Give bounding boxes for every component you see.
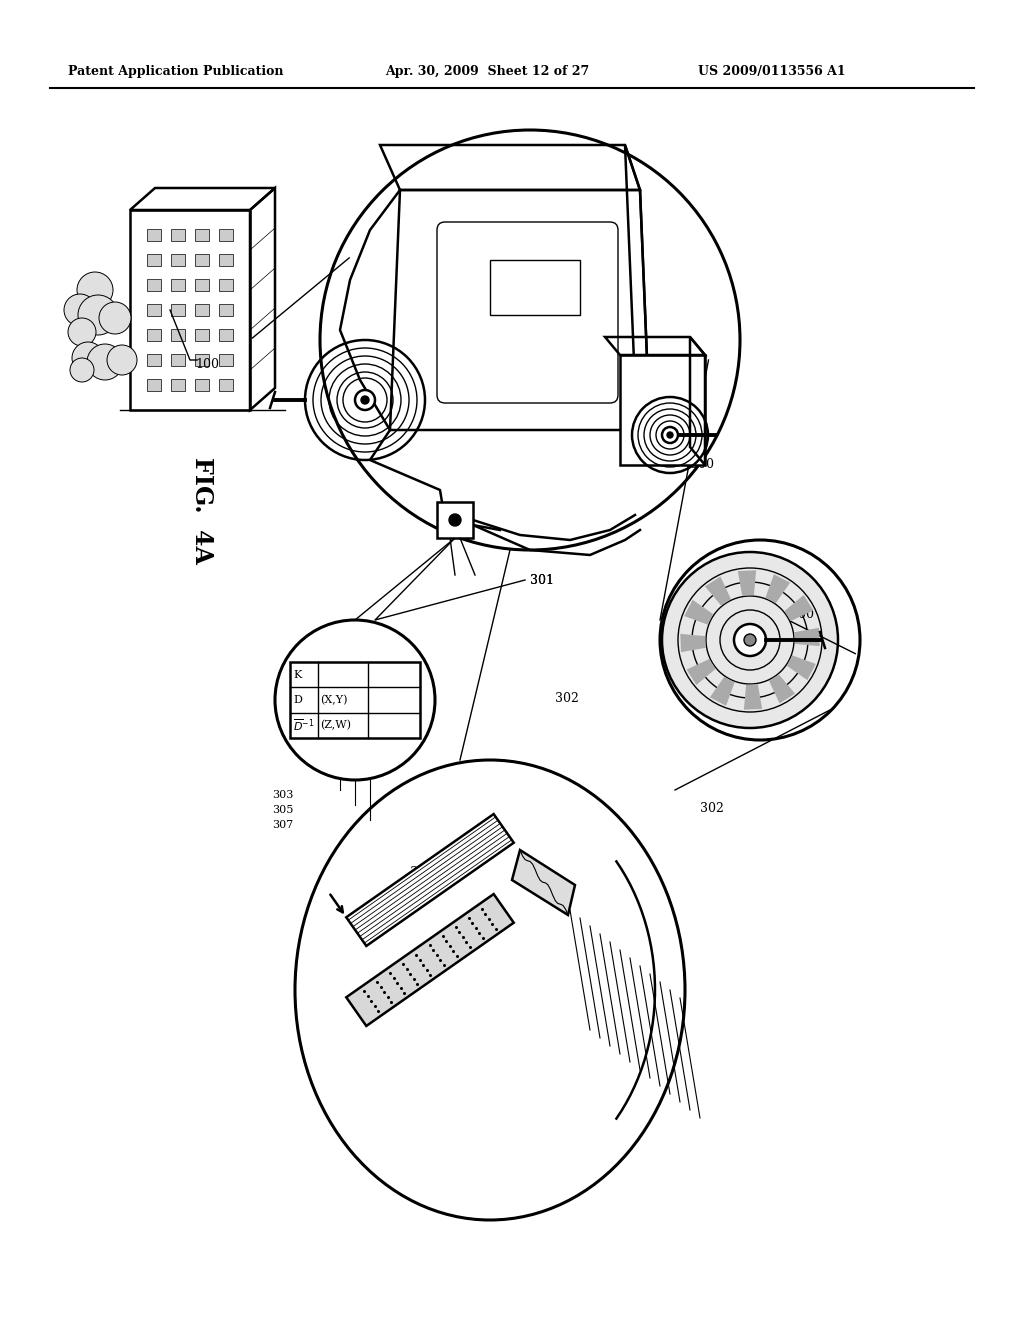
Polygon shape	[786, 656, 816, 680]
Bar	[195, 228, 209, 242]
Circle shape	[734, 624, 766, 656]
Text: 310: 310	[410, 866, 434, 879]
Circle shape	[106, 345, 137, 375]
Polygon shape	[346, 814, 514, 946]
Circle shape	[744, 634, 756, 645]
Text: FIG.  4A: FIG. 4A	[190, 457, 214, 564]
Circle shape	[662, 552, 838, 729]
Bar	[195, 329, 209, 342]
Polygon shape	[705, 577, 731, 606]
Polygon shape	[680, 634, 706, 652]
Bar	[195, 354, 209, 366]
Bar	[146, 354, 161, 366]
Bar	[219, 354, 233, 366]
Circle shape	[63, 294, 96, 326]
Text: 301: 301	[530, 573, 554, 586]
Polygon shape	[765, 574, 791, 603]
Circle shape	[361, 396, 369, 404]
Bar	[171, 228, 185, 242]
Polygon shape	[346, 894, 514, 1026]
Bar	[146, 379, 161, 391]
Circle shape	[449, 513, 461, 525]
Circle shape	[99, 302, 131, 334]
Polygon shape	[686, 659, 716, 685]
Bar	[195, 253, 209, 267]
Text: Apr. 30, 2009  Sheet 12 of 27: Apr. 30, 2009 Sheet 12 of 27	[385, 66, 589, 78]
Bar	[219, 279, 233, 292]
Bar	[219, 329, 233, 342]
Bar	[146, 329, 161, 342]
Text: 302: 302	[700, 801, 724, 814]
Circle shape	[70, 358, 94, 381]
Bar	[219, 304, 233, 317]
Bar	[130, 210, 250, 411]
Text: K: K	[293, 669, 301, 680]
Bar	[146, 228, 161, 242]
Text: 100: 100	[195, 359, 219, 371]
Circle shape	[78, 294, 118, 335]
Polygon shape	[710, 677, 734, 706]
Text: 303: 303	[272, 789, 294, 800]
Circle shape	[667, 432, 673, 438]
Circle shape	[68, 318, 96, 346]
Text: US 2009/0113556 A1: US 2009/0113556 A1	[698, 66, 846, 78]
Bar	[146, 279, 161, 292]
Bar	[195, 304, 209, 317]
Bar	[146, 304, 161, 317]
Bar	[171, 304, 185, 317]
Polygon shape	[512, 850, 575, 915]
Text: 302: 302	[555, 692, 579, 705]
Bar	[290, 663, 420, 738]
Text: 305: 305	[272, 805, 294, 814]
Bar	[171, 279, 185, 292]
Text: Patent Application Publication: Patent Application Publication	[68, 66, 284, 78]
Circle shape	[72, 342, 104, 374]
Bar	[195, 279, 209, 292]
Bar	[437, 502, 473, 539]
Bar	[620, 355, 705, 465]
Bar	[219, 379, 233, 391]
Text: 320: 320	[398, 974, 422, 986]
Text: 300: 300	[690, 458, 714, 471]
Polygon shape	[795, 628, 820, 645]
Bar	[171, 253, 185, 267]
Bar	[490, 260, 580, 315]
Text: (X,Y): (X,Y)	[319, 694, 347, 705]
Text: 307: 307	[272, 820, 294, 830]
Polygon shape	[743, 684, 762, 710]
Text: 300: 300	[790, 609, 814, 622]
Circle shape	[87, 345, 123, 380]
Text: $\overline{D}$$^{-1}$: $\overline{D}$$^{-1}$	[293, 718, 314, 733]
Circle shape	[77, 272, 113, 308]
Bar	[219, 253, 233, 267]
Bar	[146, 253, 161, 267]
Polygon shape	[784, 595, 813, 620]
Bar	[195, 379, 209, 391]
Bar	[219, 228, 233, 242]
Text: (Z,W): (Z,W)	[319, 721, 351, 730]
Polygon shape	[738, 570, 756, 595]
FancyBboxPatch shape	[437, 222, 618, 403]
Polygon shape	[769, 675, 795, 704]
Circle shape	[355, 389, 375, 411]
Polygon shape	[684, 599, 713, 624]
Text: D: D	[293, 696, 302, 705]
Circle shape	[662, 426, 678, 444]
Bar	[171, 379, 185, 391]
Bar	[171, 329, 185, 342]
Text: 130: 130	[537, 879, 561, 891]
Bar	[171, 354, 185, 366]
Text: 301: 301	[530, 573, 554, 586]
